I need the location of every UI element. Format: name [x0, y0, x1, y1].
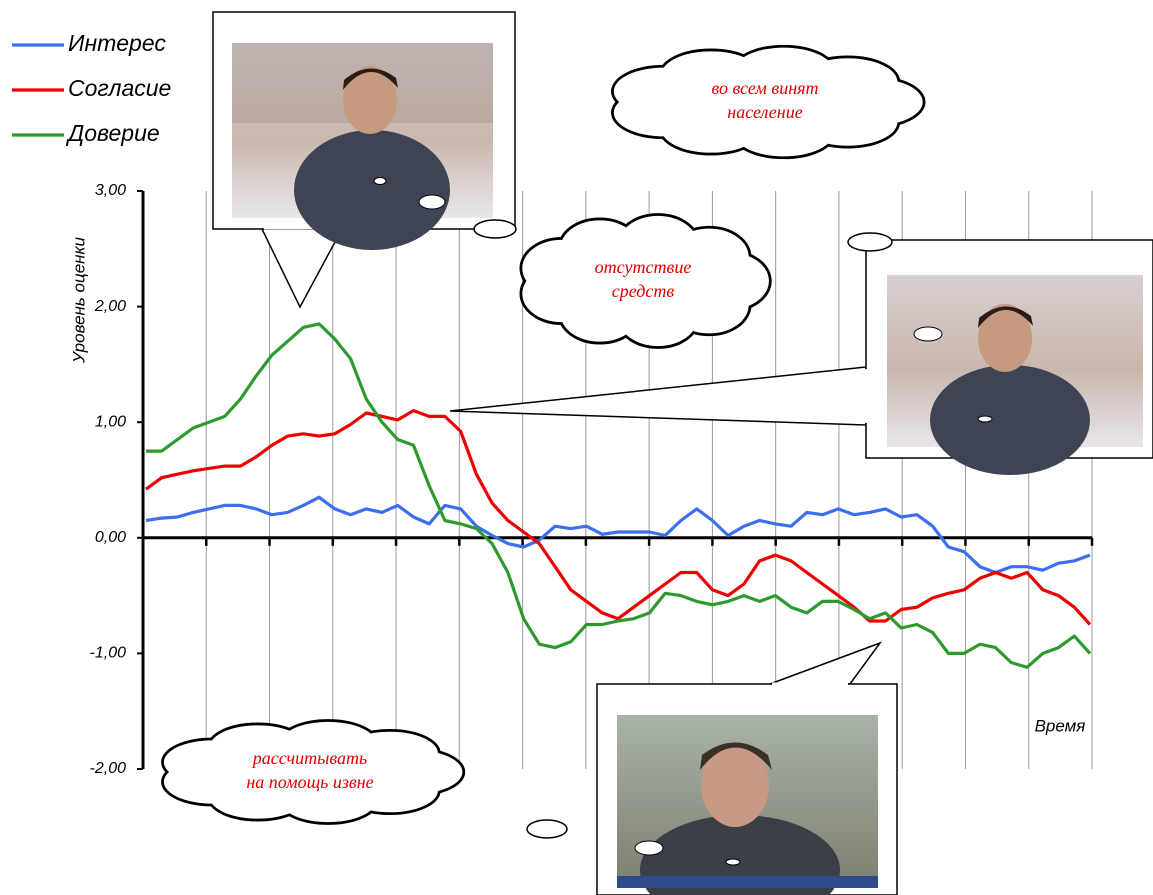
x-axis-label: Время	[1035, 716, 1086, 735]
y-axis-label: Уровень оценки	[69, 236, 88, 364]
legend-label: Доверие	[65, 120, 160, 146]
cloud-callout: рассчитывать на помощь извне	[161, 719, 466, 825]
cloud-callout: отсутствие средств	[519, 213, 772, 349]
y-tick-label: -1,00	[90, 645, 127, 662]
series-line	[145, 495, 1091, 575]
legend: Интерес Согласие Доверие	[12, 30, 171, 146]
callout-photo	[596, 641, 898, 895]
cloud-fill	[553, 241, 733, 321]
y-tick-label: -2,00	[90, 760, 127, 777]
thought-bubble	[526, 819, 568, 839]
cloud-text: средств	[612, 281, 675, 301]
y-tick-label: 3,00	[95, 182, 126, 199]
callout-photo	[212, 11, 516, 309]
thought-bubble	[847, 232, 893, 252]
cloud-text: отсутствие	[595, 257, 692, 277]
legend-label: Согласие	[68, 75, 171, 101]
clouds: во всем винят население отсутствие средств р…	[161, 44, 926, 825]
cloud-text: во всем винят	[711, 78, 818, 98]
cloud-text: рассчитывать	[251, 748, 367, 768]
series-line	[145, 409, 1092, 626]
y-tick-label: 2,00	[94, 298, 126, 315]
y-tick-label: 0,00	[95, 529, 126, 546]
series	[145, 322, 1092, 669]
cloud-text: население	[727, 102, 802, 122]
cloud-callout: во всем винят население	[611, 44, 926, 160]
series-line	[146, 322, 1092, 669]
cloud-text: на помощь извне	[246, 772, 373, 792]
y-tick-label: 1,00	[95, 413, 126, 430]
callout-photo	[449, 239, 1153, 475]
legend-label: Интерес	[68, 30, 166, 56]
axes: -2,00 -1,00 0,00 1,00 2,00 3,00	[90, 182, 1094, 777]
cloud-fill	[201, 741, 419, 803]
thought-bubble	[473, 219, 517, 239]
cloud-fill	[652, 68, 878, 136]
